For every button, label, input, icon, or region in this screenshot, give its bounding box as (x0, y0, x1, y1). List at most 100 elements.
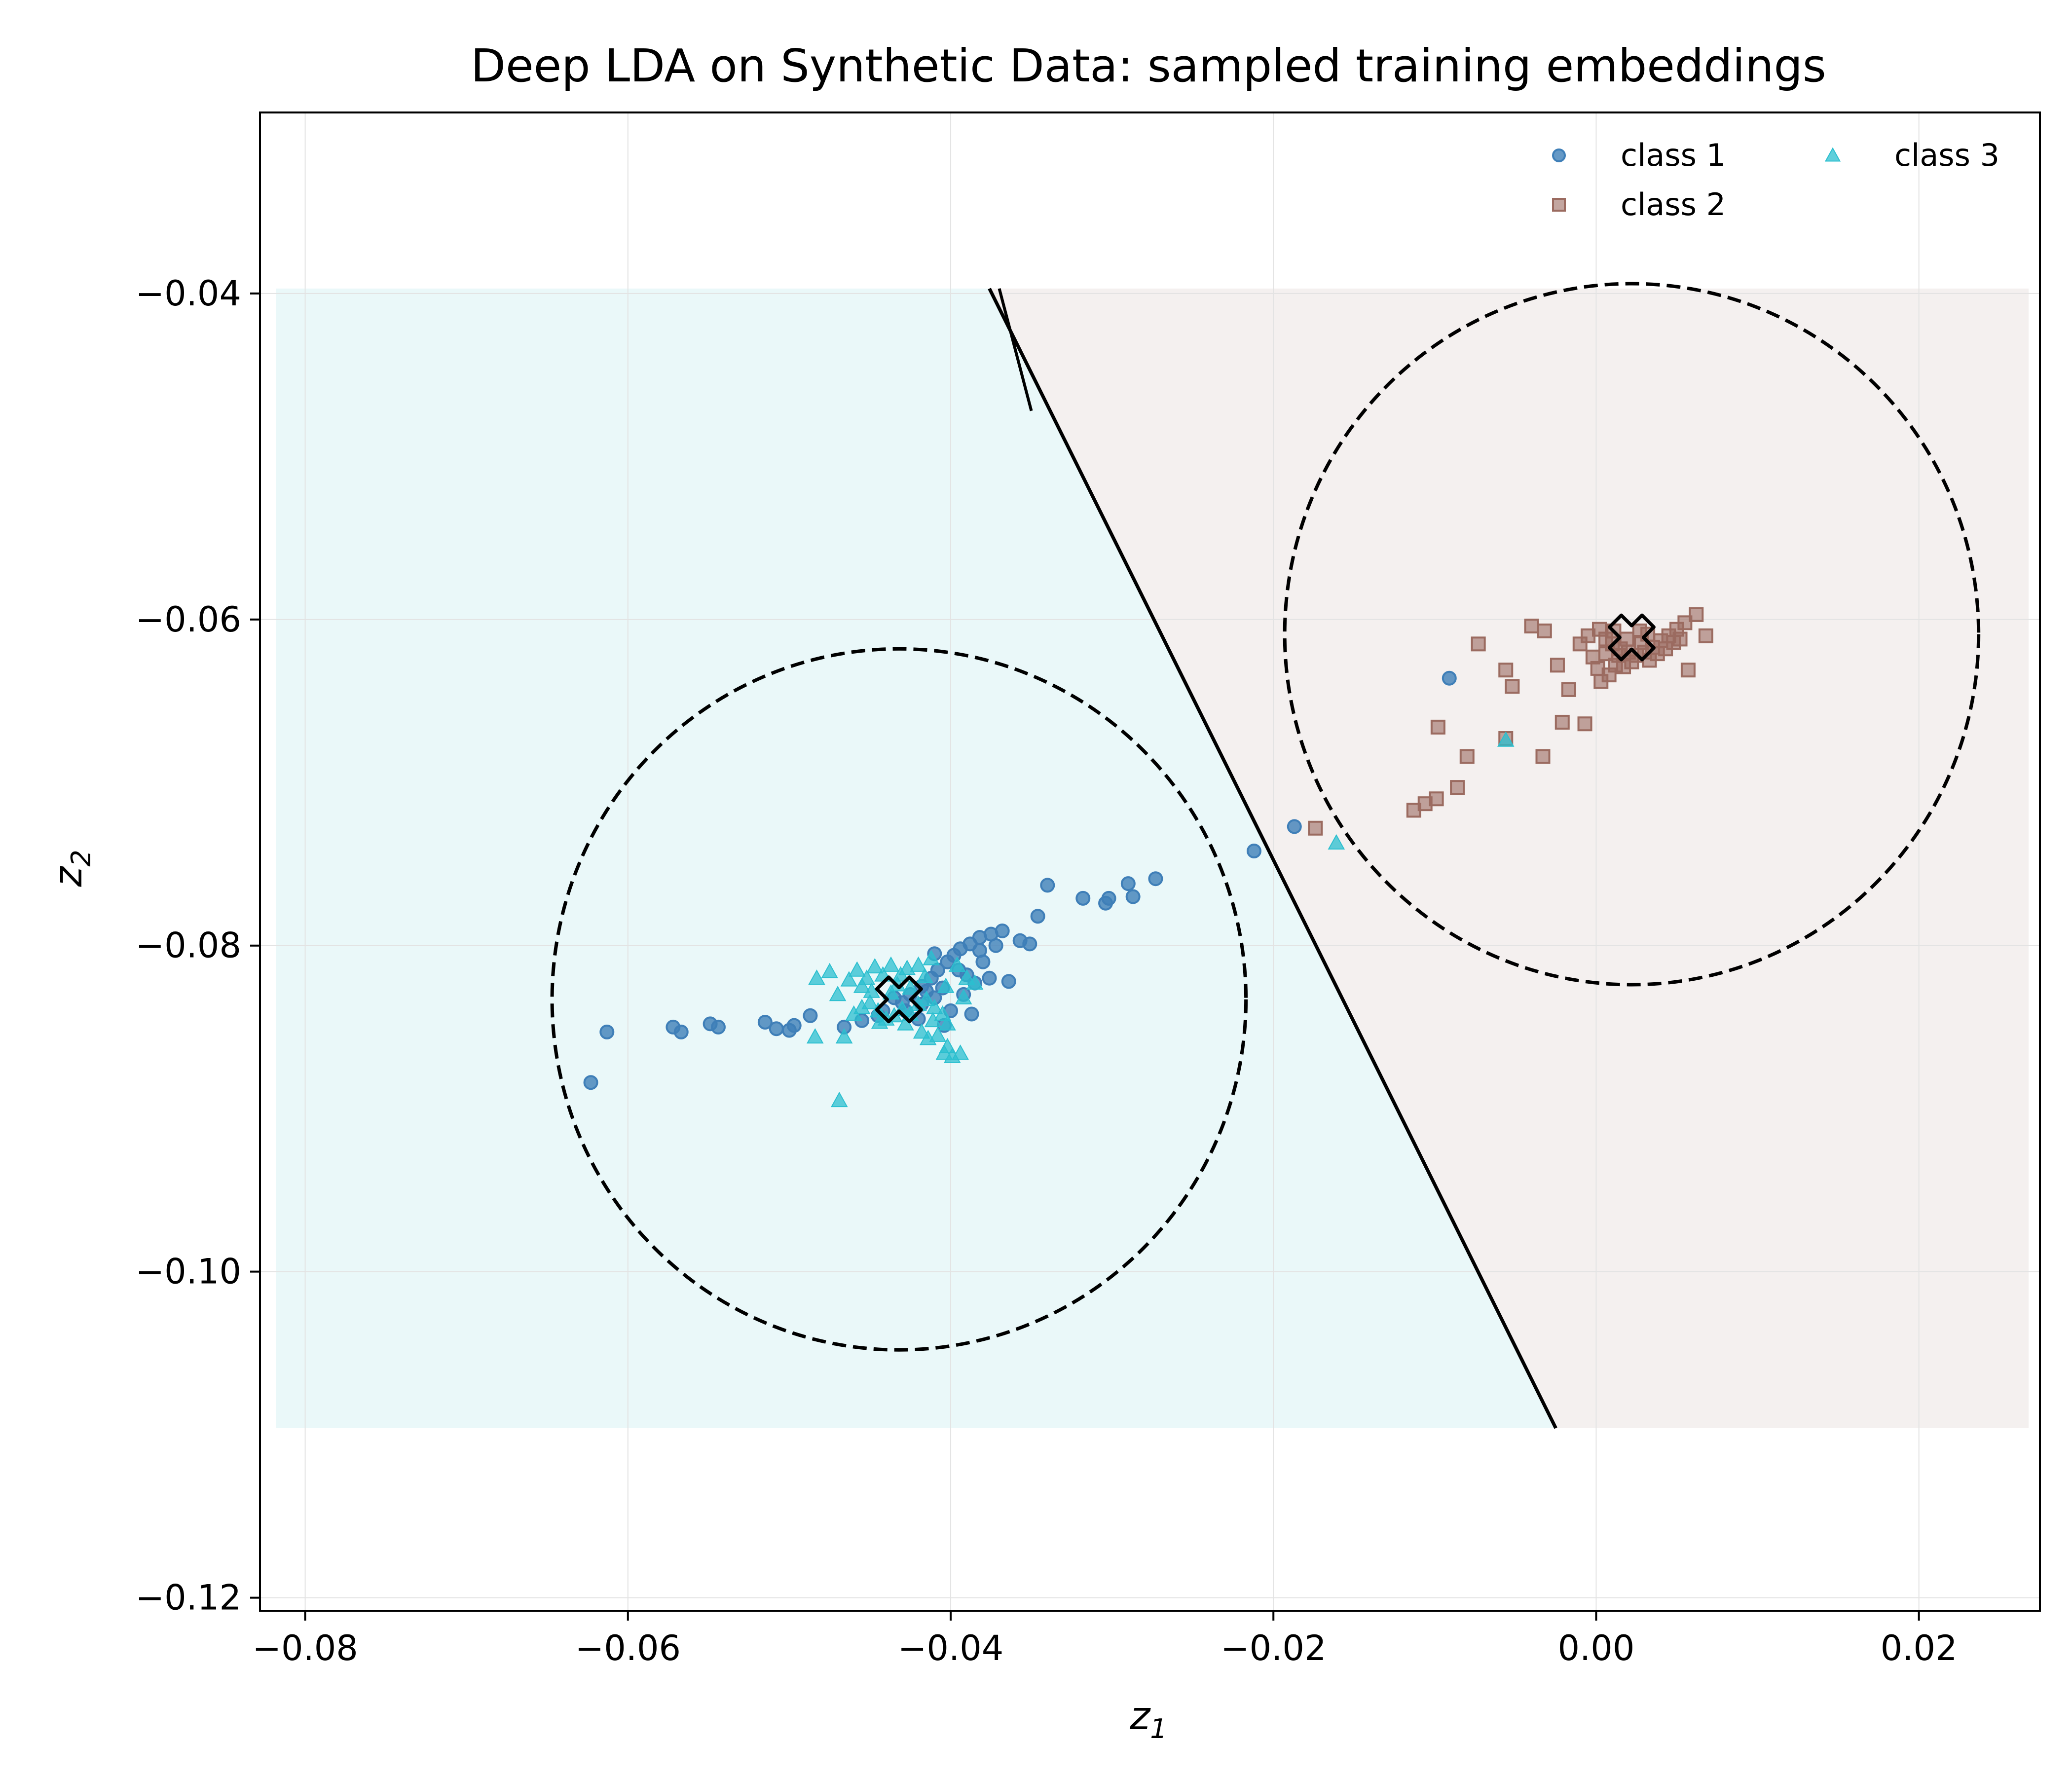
point-class-1 (1101, 890, 1116, 906)
region-right (989, 288, 2029, 1428)
y-axis-label-sub: 2 (66, 850, 97, 866)
point-class-3 (882, 956, 900, 972)
point-class-3 (929, 1026, 947, 1042)
point-class-3 (955, 989, 972, 1004)
x-tick-label: −0.04 (898, 1628, 1004, 1668)
point-class-3 (806, 1028, 824, 1044)
point-class-3 (916, 967, 933, 983)
point-class-1 (1246, 844, 1261, 859)
data-points (583, 607, 1713, 1108)
x-axis-label: z1 (1129, 1694, 1167, 1744)
point-class-3 (958, 969, 976, 985)
point-class-2 (1561, 682, 1576, 697)
point-class-1 (1030, 909, 1045, 924)
y-tick-label: −0.06 (135, 599, 241, 640)
point-class-3 (910, 956, 927, 972)
legend-label-class-2: class 2 (1621, 186, 1726, 222)
point-class-2 (1498, 663, 1514, 678)
decision-boundary-line-2 (998, 288, 1033, 411)
point-class-3 (831, 1091, 848, 1108)
y-tick-label: −0.10 (135, 1252, 241, 1292)
point-class-1 (1040, 878, 1055, 893)
point-class-3 (808, 969, 825, 985)
point-class-3 (835, 1028, 853, 1044)
point-class-2 (1308, 820, 1323, 836)
point-class-2 (1550, 658, 1565, 673)
centroid-class2 (1607, 613, 1656, 662)
centroid-markers (875, 613, 1656, 1024)
point-class-1 (757, 1015, 773, 1030)
point-class-1 (803, 1008, 818, 1023)
class-circles (550, 282, 1981, 1352)
point-class-1 (1148, 871, 1163, 887)
y-axis-label-main: z (46, 866, 91, 888)
legend-label-class-1: class 1 (1621, 137, 1726, 173)
point-class-1 (1120, 876, 1136, 891)
point-class-3 (923, 950, 940, 965)
point-class-2 (1680, 663, 1696, 678)
point-class-3 (939, 1015, 956, 1031)
point-class-2 (1524, 618, 1539, 633)
point-class-3 (935, 1044, 953, 1060)
point-class-3 (853, 977, 871, 993)
point-class-2 (1577, 716, 1592, 732)
chart-title: Deep LDA on Synthetic Data: sampled trai… (471, 39, 1826, 92)
grid-lines (260, 112, 2040, 1611)
x-axis-label-sub: 1 (1150, 1713, 1167, 1744)
point-class-2 (1450, 780, 1465, 795)
x-tick-label: −0.02 (1221, 1628, 1327, 1668)
y-tick-label: −0.12 (135, 1578, 241, 1618)
point-class-3 (952, 1044, 969, 1060)
x-tick-label: 0.02 (1881, 1628, 1958, 1668)
point-class-1 (710, 1019, 726, 1035)
point-class-3 (829, 986, 847, 1001)
region-left (276, 288, 1556, 1428)
point-class-1 (1022, 936, 1037, 952)
point-class-1 (988, 938, 1003, 953)
point-class-2 (1619, 631, 1634, 647)
point-class-2 (1689, 607, 1704, 622)
y-axis-ticks: −0.04 −0.06 −0.08 −0.10 −0.12 (135, 273, 260, 1618)
centroid-class1-3 (875, 975, 923, 1024)
point-class-2 (1672, 631, 1688, 647)
x-axis-ticks: −0.08 −0.06 −0.04 −0.02 0.00 0.02 (252, 1611, 1958, 1668)
point-class-3 (1328, 834, 1345, 850)
point-class-3 (924, 1012, 942, 1028)
x-tick-label: −0.06 (575, 1628, 681, 1668)
point-class-3 (934, 1005, 951, 1021)
point-class-1 (583, 1075, 598, 1090)
point-class-3 (966, 974, 984, 990)
x-axis-label-main: z (1129, 1694, 1151, 1739)
point-class-2 (1590, 661, 1605, 676)
y-tick-label: −0.04 (135, 273, 241, 314)
point-class-1 (599, 1024, 615, 1039)
point-class-2 (1535, 749, 1551, 764)
point-class-2 (1572, 636, 1588, 652)
point-class-1 (1287, 819, 1302, 834)
decision-boundary-group (988, 288, 1557, 1429)
point-class-3 (901, 979, 919, 995)
point-class-3 (882, 984, 900, 1000)
point-class-3 (848, 961, 866, 977)
y-axis-label: z2 (46, 850, 97, 887)
decision-regions (276, 288, 2029, 1428)
point-class-2 (1554, 714, 1570, 730)
point-class-1 (982, 970, 997, 986)
point-class-3 (918, 991, 935, 1006)
point-class-3 (937, 977, 955, 993)
point-class-1 (1001, 974, 1016, 989)
legend: class 1 class 2 class 3 (1552, 137, 1999, 222)
legend-marker-class-2 (1552, 198, 1566, 212)
point-class-1 (1125, 889, 1141, 904)
y-tick-label: −0.08 (135, 925, 241, 966)
legend-marker-class-1 (1552, 148, 1566, 162)
point-class-3 (1497, 731, 1515, 747)
point-class-3 (821, 962, 838, 979)
legend-label-class-3: class 3 (1894, 137, 1999, 173)
x-tick-label: 0.00 (1558, 1628, 1635, 1668)
point-class-2 (1430, 719, 1445, 735)
point-class-3 (861, 994, 879, 1009)
plot-frame (259, 111, 2041, 1612)
point-class-1 (769, 1021, 784, 1036)
point-class-3 (871, 1013, 888, 1029)
